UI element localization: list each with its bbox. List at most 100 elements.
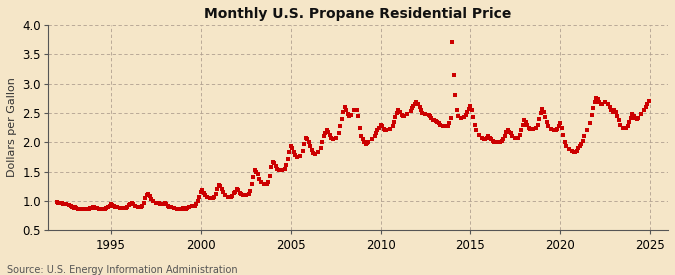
Point	[136, 205, 146, 209]
Point	[304, 144, 315, 148]
Point	[587, 112, 597, 117]
Point	[73, 206, 84, 211]
Point	[504, 130, 515, 134]
Point	[425, 114, 435, 118]
Point	[468, 115, 479, 119]
Point	[232, 187, 242, 191]
Point	[248, 175, 259, 180]
Point	[339, 105, 350, 109]
Point	[574, 144, 585, 148]
Point	[213, 183, 224, 187]
Point	[378, 126, 389, 131]
Point	[500, 134, 510, 139]
Point	[632, 116, 643, 120]
Point	[65, 204, 76, 208]
Point	[466, 108, 477, 112]
Point	[356, 134, 367, 139]
Point	[344, 114, 354, 118]
Point	[447, 40, 458, 45]
Point	[246, 182, 257, 187]
Point	[406, 106, 417, 110]
Point	[578, 134, 589, 139]
Point	[621, 125, 632, 130]
Point	[182, 206, 193, 210]
Point	[146, 196, 157, 201]
Point	[462, 109, 472, 114]
Point	[389, 120, 400, 124]
Point	[306, 148, 317, 152]
Point	[589, 100, 600, 104]
Point	[286, 144, 296, 148]
Point	[387, 124, 398, 129]
Point	[567, 149, 578, 153]
Point	[74, 206, 85, 211]
Point	[140, 196, 151, 200]
Point	[622, 123, 633, 128]
Point	[483, 134, 493, 139]
Point	[453, 114, 464, 118]
Point	[603, 102, 614, 106]
Point	[486, 137, 497, 142]
Point	[360, 142, 371, 146]
Point	[550, 128, 561, 133]
Point	[506, 131, 516, 136]
Point	[117, 206, 128, 210]
Point	[555, 121, 566, 126]
Point	[313, 150, 323, 154]
Point	[390, 115, 401, 119]
Point	[261, 182, 272, 187]
Point	[582, 128, 593, 133]
Point	[570, 150, 580, 154]
Point	[320, 131, 331, 136]
Point	[228, 191, 239, 196]
Point	[271, 164, 281, 168]
Point	[326, 136, 337, 140]
Point	[164, 205, 175, 209]
Point	[481, 136, 492, 140]
Point	[84, 206, 95, 210]
Point	[153, 201, 164, 205]
Point	[82, 206, 92, 211]
Point	[282, 156, 293, 161]
Point	[354, 125, 365, 130]
Point	[266, 165, 277, 170]
Point	[92, 206, 103, 210]
Point	[414, 105, 425, 109]
Point	[63, 203, 74, 207]
Point	[225, 195, 236, 199]
Point	[180, 207, 191, 211]
Point	[297, 149, 308, 153]
Point	[341, 108, 352, 112]
Point	[357, 137, 368, 142]
Point	[375, 122, 386, 127]
Point	[144, 194, 155, 198]
Point	[264, 174, 275, 178]
Point	[628, 114, 639, 118]
Point	[518, 122, 529, 127]
Point	[398, 114, 408, 118]
Point	[86, 206, 97, 210]
Point	[392, 111, 402, 115]
Point	[299, 142, 310, 146]
Point	[171, 206, 182, 211]
Point	[184, 205, 194, 209]
Point	[427, 118, 438, 122]
Point	[538, 109, 549, 114]
Point	[137, 204, 148, 208]
Point	[502, 128, 513, 133]
Point	[348, 108, 359, 112]
Point	[321, 128, 332, 133]
Point	[70, 205, 80, 209]
Point	[576, 142, 587, 146]
Point	[259, 182, 269, 187]
Point	[560, 140, 570, 144]
Point	[452, 108, 462, 112]
Point	[591, 96, 601, 100]
Point	[543, 123, 554, 128]
Point	[595, 102, 606, 106]
Point	[219, 193, 230, 197]
Point	[263, 180, 273, 184]
Point	[410, 102, 421, 106]
Point	[636, 112, 647, 116]
Point	[464, 107, 475, 111]
